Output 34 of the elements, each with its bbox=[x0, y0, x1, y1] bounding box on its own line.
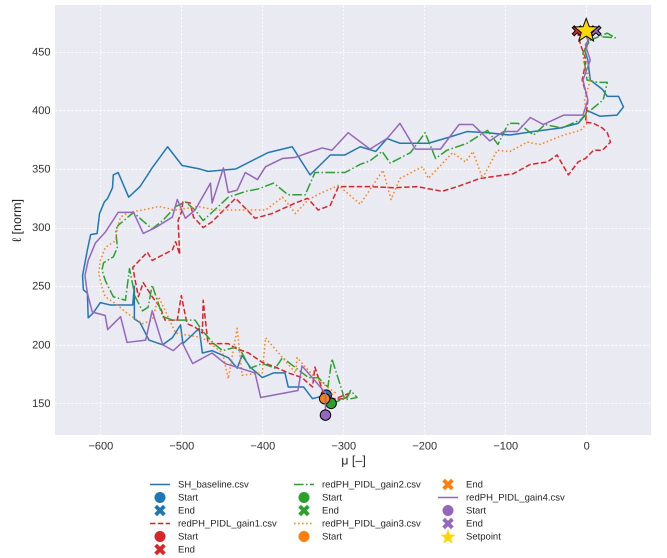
legend-label: Start bbox=[322, 492, 342, 504]
legend-label: redPH_PIDL_gain3.csv bbox=[322, 518, 421, 530]
y-tick-label: 300 bbox=[32, 222, 50, 234]
y-tick-label: 200 bbox=[32, 339, 50, 352]
legend-label: SH_baseline.csv bbox=[178, 480, 250, 490]
x-axis-title: μ [–] bbox=[341, 454, 366, 468]
point bbox=[574, 18, 599, 42]
legend-label: End bbox=[178, 506, 195, 516]
x-tick-label: 0 bbox=[584, 440, 590, 452]
x-tick-label: −600 bbox=[88, 440, 114, 452]
legend-label: End bbox=[178, 544, 195, 556]
x-tick-label: −100 bbox=[493, 440, 518, 452]
y-tick-label: 150 bbox=[32, 398, 50, 410]
legend-label: End bbox=[322, 506, 339, 516]
y-tick-label: 350 bbox=[32, 164, 50, 176]
y-tick-label: 250 bbox=[32, 280, 50, 293]
legend-label: End bbox=[466, 480, 483, 490]
legend-label: Start bbox=[178, 492, 198, 504]
x-tick-label: −500 bbox=[169, 440, 194, 452]
x-tick-label: −400 bbox=[250, 440, 276, 452]
legend-label: End bbox=[466, 518, 483, 530]
legend-label: Setpoint bbox=[466, 532, 502, 542]
legend-label: redPH_PIDL_gain2.csv bbox=[322, 480, 421, 490]
x-tick-label: −200 bbox=[412, 440, 438, 452]
y-axis-title: ℓ [norm] bbox=[10, 199, 24, 242]
legend-label: Start bbox=[178, 532, 198, 542]
point bbox=[320, 409, 332, 421]
legend-label: Start bbox=[466, 506, 486, 516]
legend-label: redPH_PIDL_gain1.csv bbox=[178, 518, 277, 530]
legend-label: Start bbox=[322, 532, 342, 542]
x-tick-label: −300 bbox=[331, 440, 356, 452]
y-tick-label: 450 bbox=[32, 46, 50, 58]
y-tick-label: 400 bbox=[32, 104, 50, 117]
legend-label: redPH_PIDL_gain4.csv bbox=[466, 492, 565, 504]
